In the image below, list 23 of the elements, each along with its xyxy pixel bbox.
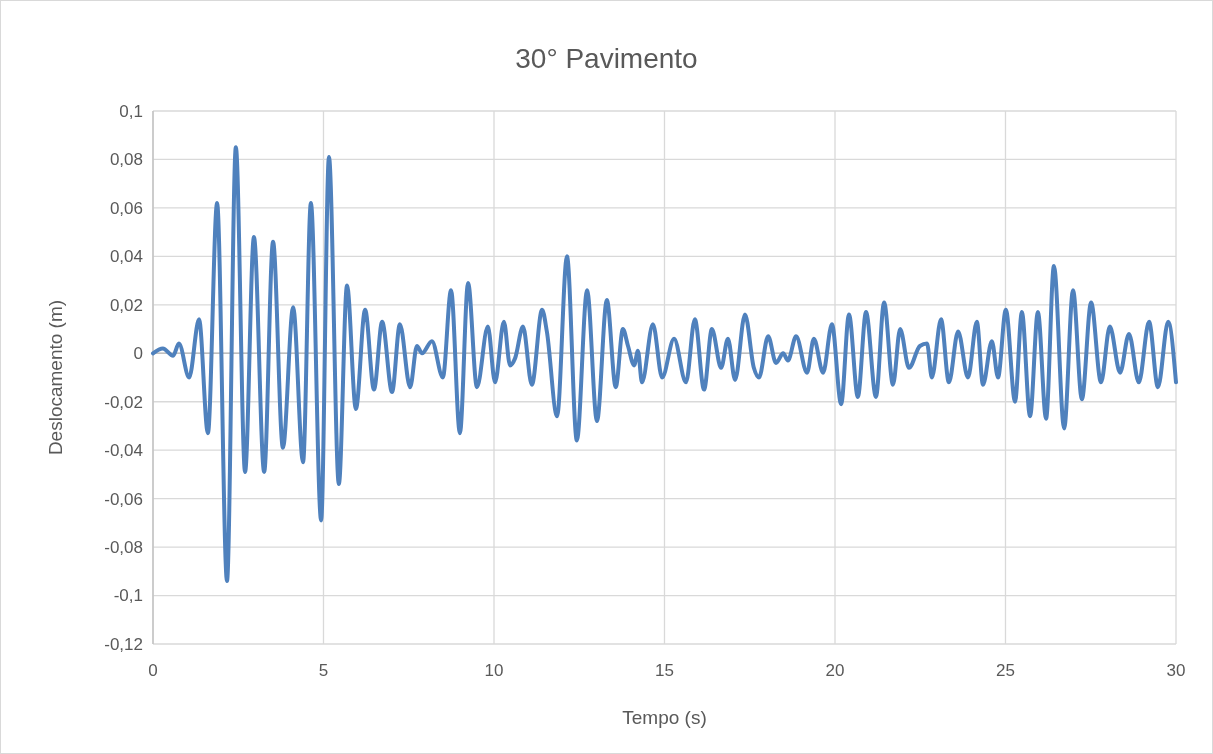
x-tick-label: 5 xyxy=(318,661,329,680)
y-tick-label: 0,02 xyxy=(109,295,143,315)
y-tick-label: 0,06 xyxy=(109,198,143,218)
y-tick-label: 0,1 xyxy=(119,101,143,121)
x-tick-label: 25 xyxy=(996,661,1015,680)
y-tick-label: -0,08 xyxy=(104,538,143,558)
x-tick-label: 20 xyxy=(825,661,845,680)
y-tick-label: -0,02 xyxy=(104,392,143,412)
y-tick-label: -0,1 xyxy=(113,586,143,606)
y-axis-title: Deslocamento (m) xyxy=(45,299,66,456)
y-tick-label: -0,06 xyxy=(104,489,143,509)
x-tick-label: 0 xyxy=(148,661,158,680)
y-tick-label: 0,04 xyxy=(109,247,143,267)
y-tick-label: 0 xyxy=(133,344,143,364)
y-tick-label: -0,04 xyxy=(104,441,143,461)
line-series xyxy=(151,145,1178,584)
x-axis-title: Tempo (s) xyxy=(622,707,707,728)
x-tick-label: 30 xyxy=(1166,661,1186,680)
y-tick-label: 0,08 xyxy=(109,150,143,170)
x-tick-label: 10 xyxy=(484,661,504,680)
x-tick-label: 15 xyxy=(655,661,674,680)
chart-title: 30° Pavimento xyxy=(515,43,698,74)
y-tick-label: -0,12 xyxy=(104,634,143,654)
